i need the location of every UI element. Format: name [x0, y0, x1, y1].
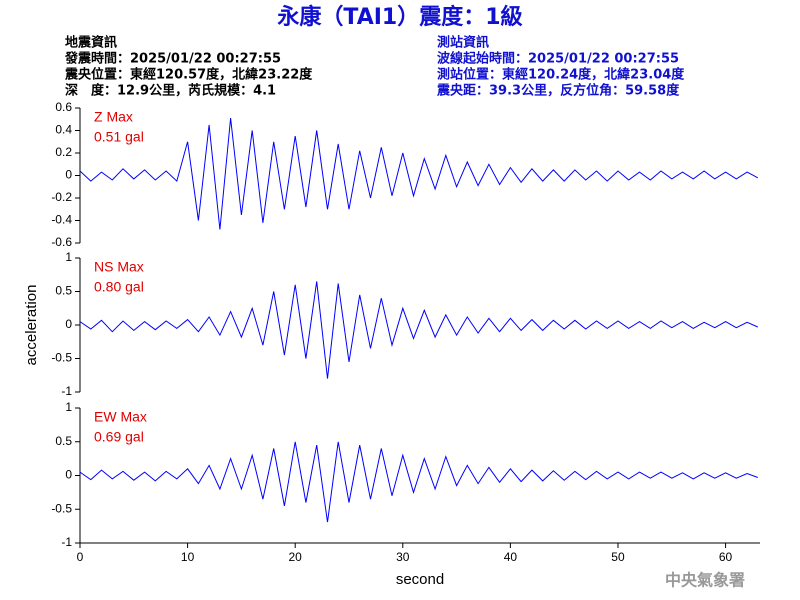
y-tick-label: 0.4: [55, 123, 72, 137]
x-tick-label: 50: [611, 550, 625, 564]
info-line: 發震時間：2025/01/22 00:27:55: [64, 51, 281, 67]
x-tick-label: 60: [719, 550, 733, 564]
x-tick-label: 10: [181, 550, 195, 564]
watermark: 中央氣象署: [665, 571, 745, 590]
waveform: [79, 118, 759, 230]
x-tick-label: 40: [504, 550, 518, 564]
y-tick-label: -1: [61, 384, 72, 398]
info-line: 震央位置：東經120.57度，北緯23.22度: [64, 67, 313, 83]
x-tick-label: 20: [289, 550, 303, 564]
annotation: NS Max: [94, 259, 144, 275]
y-tick-label: 1: [65, 400, 72, 414]
info-line: 測站資訊: [437, 35, 489, 51]
info-line: 地震資訊: [65, 35, 117, 51]
y-tick-label: 0.5: [55, 284, 72, 298]
y-tick-label: -0.5: [51, 351, 72, 365]
y-tick-label: -0.4: [51, 213, 72, 227]
y-tick-label: -0.2: [51, 190, 72, 204]
title: 永康（TAI1）震度：1級: [277, 4, 522, 30]
info-line: 波線起始時間：2025/01/22 00:27:55: [437, 51, 679, 67]
waveform: [79, 441, 758, 523]
info-line: 測站位置：東經120.24度，北緯23.04度: [437, 67, 685, 83]
info-line: 深 度：12.9公里，芮氏規模：4.1: [65, 83, 276, 99]
x-axis-label: second: [396, 571, 444, 588]
annotation: 0.80 gal: [94, 279, 144, 295]
y-tick-label: 0.2: [55, 145, 72, 159]
y-tick-label: -0.5: [51, 501, 72, 515]
y-tick-label: 1: [65, 250, 72, 264]
annotation: 0.51 gal: [94, 129, 144, 145]
y-axis-label: acceleration: [23, 285, 40, 366]
annotation: 0.69 gal: [94, 429, 144, 445]
y-tick-label: -1: [61, 535, 72, 549]
annotation: Z Max: [94, 109, 133, 125]
y-tick-label: 0: [65, 168, 72, 182]
info-line: 震央距：39.3公里，反方位角：59.58度: [436, 83, 680, 99]
y-tick-label: 0: [65, 317, 72, 331]
x-tick-label: 30: [396, 550, 410, 564]
y-tick-label: 0.6: [55, 100, 72, 114]
y-tick-label: -0.6: [51, 235, 72, 249]
annotation: EW Max: [94, 409, 147, 425]
y-tick-label: 0.5: [55, 434, 72, 448]
y-tick-label: 0: [65, 468, 72, 482]
waveform: [79, 281, 759, 379]
x-tick-label: 0: [77, 550, 84, 564]
